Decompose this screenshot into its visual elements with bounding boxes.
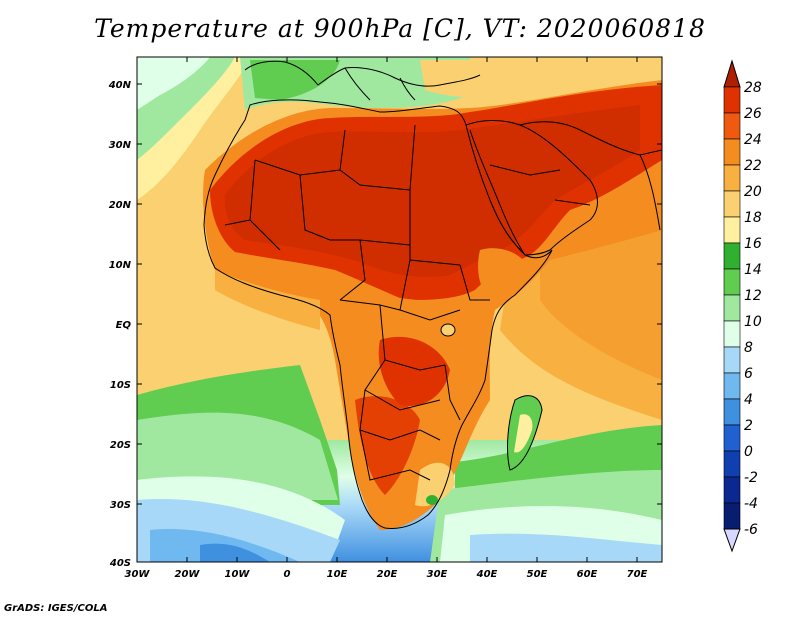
- lon-label: 40E: [476, 569, 498, 580]
- colorbar-label: 8: [744, 340, 753, 356]
- credit-label: GrADS: IGES/COLA: [4, 603, 108, 614]
- colorbar-label: 2: [744, 418, 753, 434]
- colorbar-swatch: [723, 164, 741, 192]
- colorbar-swatch: [723, 112, 741, 140]
- lon-label: 10E: [327, 569, 348, 580]
- colorbar-label: 6: [744, 366, 753, 382]
- colorbar-swatch: [723, 294, 741, 322]
- colorbar-label: 18: [744, 210, 762, 226]
- colorbar-swatch: [723, 268, 741, 296]
- lat-label: 30S: [110, 500, 131, 511]
- colorbar-swatch: [723, 398, 741, 426]
- colorbar-label: 14: [744, 262, 762, 278]
- map-frame: [136, 56, 663, 563]
- colorbar-under-arrow: [723, 528, 741, 553]
- colorbar-label: -2: [744, 470, 758, 486]
- colorbar-label: -4: [744, 496, 758, 512]
- colorbar-swatch: [723, 346, 741, 374]
- lat-label: 20N: [109, 200, 132, 211]
- lon-label: 20W: [175, 569, 201, 580]
- colorbar-swatch: [723, 502, 741, 530]
- lat-label: 30N: [109, 140, 132, 151]
- colorbar-swatch: [723, 424, 741, 452]
- coastlines: [203, 60, 662, 529]
- colorbar-label: 10: [744, 314, 762, 330]
- lat-label: 10N: [109, 260, 132, 271]
- colorbar-swatch: [723, 190, 741, 218]
- lon-label: 10W: [225, 569, 251, 580]
- colorbar-swatch: [723, 450, 741, 478]
- colorbar-label: 0: [744, 444, 753, 460]
- lon-label: 20E: [377, 569, 398, 580]
- colorbar-swatch: [723, 86, 741, 114]
- colorbar-label: 28: [744, 80, 762, 96]
- lat-label: 10S: [110, 380, 131, 391]
- colorbar-label: 16: [744, 236, 762, 252]
- map-title: Temperature at 900hPa [C], VT: 202006081…: [94, 14, 706, 43]
- colorbar-swatch: [723, 138, 741, 166]
- colorbar-label: 12: [744, 288, 762, 304]
- colorbar-label: 26: [744, 106, 762, 122]
- colorbar-label: -6: [744, 522, 758, 538]
- lat-label: 40S: [109, 558, 131, 569]
- colorbar-label: 20: [744, 184, 762, 200]
- colorbar-swatch: [723, 216, 741, 244]
- lat-label: EQ: [116, 320, 132, 331]
- colorbar-swatch: [723, 372, 741, 400]
- colorbar-swatch: [723, 476, 741, 504]
- lon-label: 0: [284, 569, 291, 580]
- lon-label: 50E: [527, 569, 548, 580]
- lon-label: 60E: [577, 569, 598, 580]
- colorbar-swatch: [723, 242, 741, 270]
- colorbar-label: 4: [744, 392, 753, 408]
- colorbar-swatch: [723, 320, 741, 348]
- colorbar-label: 24: [744, 132, 762, 148]
- lon-label: 70E: [627, 569, 648, 580]
- lat-label: 40N: [108, 80, 132, 91]
- colorbar-over-arrow: [723, 59, 741, 88]
- lon-label: 30E: [427, 569, 448, 580]
- lon-label: 30W: [125, 569, 151, 580]
- lat-label: 20S: [110, 440, 131, 451]
- colorbar-label: 22: [744, 158, 762, 174]
